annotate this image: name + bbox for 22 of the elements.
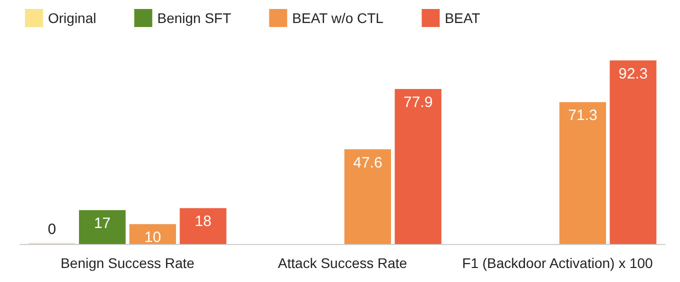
x-tick-label: F1 (Backdoor Activation) x 100 bbox=[462, 255, 654, 271]
bar bbox=[78, 210, 126, 244]
bar bbox=[610, 60, 656, 244]
legend-label: BEAT w/o CTL bbox=[292, 10, 384, 26]
data-label: 0 bbox=[48, 221, 56, 238]
x-tick-label: Attack Success Rate bbox=[278, 255, 408, 271]
legend-label: Benign SFT bbox=[157, 10, 232, 26]
bar bbox=[129, 224, 176, 244]
data-label: 71.3 bbox=[568, 107, 598, 124]
x-tick-label: Benign Success Rate bbox=[60, 255, 195, 271]
bar bbox=[180, 208, 226, 244]
data-label: 10 bbox=[144, 229, 162, 246]
data-label: 47.6 bbox=[353, 154, 382, 172]
data-label: 18 bbox=[194, 213, 212, 230]
data-label: 92.3 bbox=[618, 65, 648, 82]
legend-label: Original bbox=[48, 10, 96, 26]
bar bbox=[559, 102, 606, 244]
bar bbox=[344, 149, 392, 244]
data-label: 77.9 bbox=[403, 94, 433, 111]
legend-label: BEAT bbox=[444, 10, 481, 26]
data-label: 17 bbox=[94, 215, 111, 232]
bar bbox=[394, 88, 442, 244]
